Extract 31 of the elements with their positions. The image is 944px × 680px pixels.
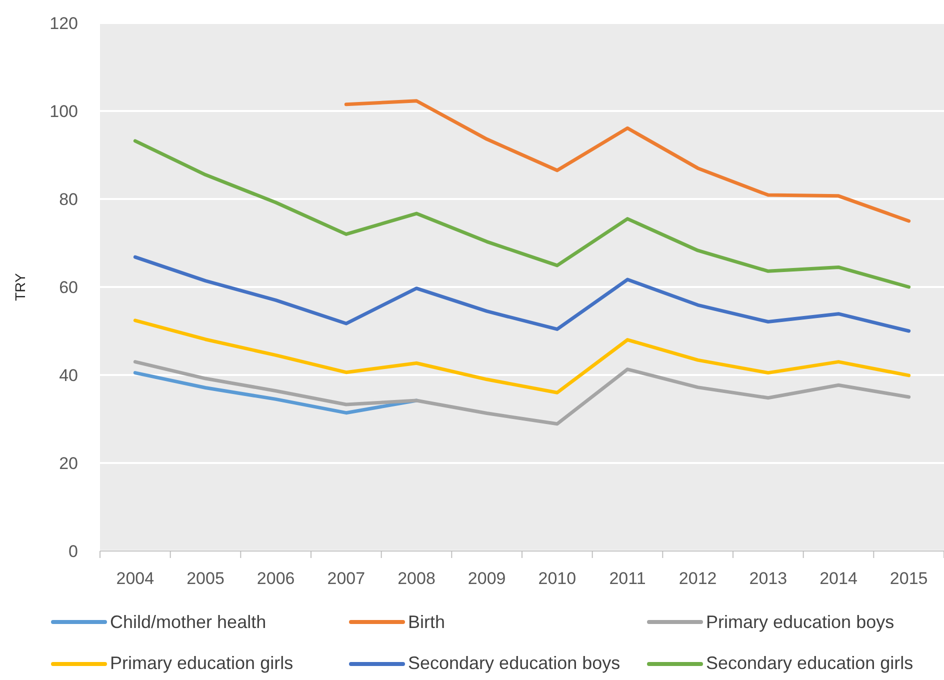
legend-label: Primary education girls: [110, 653, 294, 674]
x-tick-label: 2006: [256, 569, 295, 588]
legend-label: Primary education boys: [706, 612, 894, 632]
y-tick-label: 60: [59, 278, 78, 298]
line-series: [133, 318, 911, 394]
y-tick-label: 120: [50, 14, 78, 34]
x-tick-label: 2011: [609, 569, 646, 588]
line-series: [133, 255, 911, 333]
x-tick-label: 2004: [116, 569, 154, 588]
line-series: [133, 139, 911, 289]
y-tick-label: 20: [59, 454, 78, 474]
y-tick-label: 100: [50, 102, 78, 122]
y-tick-label: 40: [59, 366, 78, 386]
x-tick-label: 2014: [820, 569, 858, 588]
y-tick-label: 80: [59, 190, 78, 210]
line-series: [133, 360, 911, 426]
x-tick-label: 2008: [398, 569, 436, 588]
x-tick-label: 2010: [538, 569, 576, 588]
x-tick-label: 2005: [186, 569, 224, 588]
x-tick-label: 2007: [327, 569, 366, 588]
legend-label: Child/mother health: [110, 612, 266, 632]
x-tick-label: 2009: [468, 569, 506, 588]
legend-label: Secondary education boys: [408, 653, 620, 674]
y-tick-label: 0: [68, 542, 78, 562]
x-tick-label: 2012: [678, 569, 717, 588]
x-tick-label: 2013: [749, 569, 788, 588]
x-tick-label: 2015: [890, 569, 928, 588]
legend-label: Secondary education girls: [706, 653, 914, 674]
y-axis-title: TRY: [12, 272, 28, 301]
line-series: [344, 99, 911, 223]
legend-label: Birth: [408, 612, 446, 632]
